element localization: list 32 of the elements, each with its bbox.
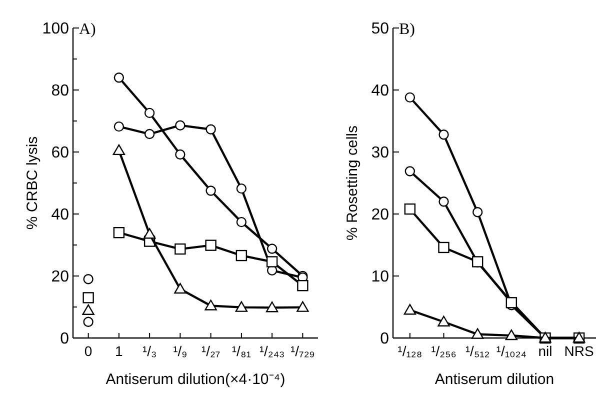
y-tick-label: 20 — [51, 268, 70, 286]
x-tick-label: ¹/₂₄₃ — [259, 343, 285, 359]
x-tick-label: 1 — [115, 343, 124, 359]
y-tick-label: 50 — [371, 20, 390, 38]
x-tick-label: NRS — [564, 343, 594, 359]
y-tick-label: 100 — [42, 20, 70, 38]
y-tick-label: 80 — [51, 82, 70, 100]
x-tick-label: 0 — [84, 343, 92, 359]
x-tick-label: ¹/₂₇ — [201, 343, 220, 359]
y-tick-label: 30 — [371, 144, 390, 162]
y-axis-title: % CRBC lysis — [24, 136, 41, 230]
y-tick-label: 60 — [51, 144, 70, 162]
y-tick-label: 20 — [371, 206, 390, 224]
x-axis-title: Antiserum dilution(×4·10⁻⁴) — [106, 371, 286, 388]
chart-title: A) — [79, 21, 96, 38]
y-tick-label: 10 — [371, 268, 390, 286]
x-tick-label: ¹/₁₂₈ — [398, 343, 422, 359]
y-axis-title: % Rosetting cells — [344, 125, 361, 241]
chart-title: B) — [399, 21, 415, 38]
x-tick-label: ¹/₁₀₂₄ — [496, 343, 527, 359]
x-tick-label: ¹/₂₅₆ — [431, 343, 456, 359]
x-tick-label: ¹/₃ — [142, 343, 157, 359]
x-tick-label: ¹/₉ — [173, 343, 188, 359]
x-axis-title: Antiserum dilution — [434, 371, 554, 388]
x-tick-label: ¹/₈₁ — [232, 343, 252, 359]
y-tick-label: 0 — [60, 330, 70, 348]
x-tick-label: nil — [538, 343, 552, 359]
x-tick-label: ¹/₅₁₂ — [465, 343, 490, 359]
y-tick-label: 40 — [51, 206, 70, 224]
y-tick-label: 40 — [371, 82, 390, 100]
x-tick-label: ¹/₇₂₉ — [290, 343, 315, 359]
y-tick-label: 0 — [380, 330, 390, 348]
